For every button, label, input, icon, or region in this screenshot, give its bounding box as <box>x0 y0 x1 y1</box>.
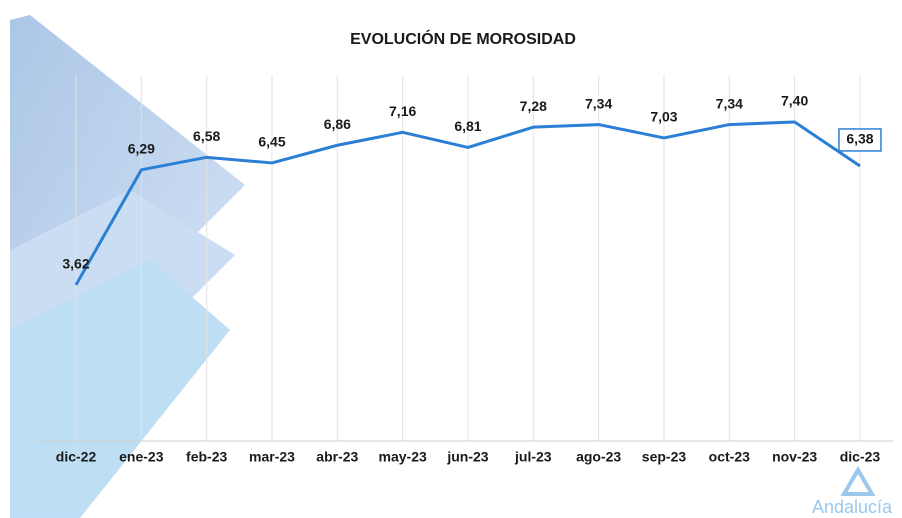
x-tick-label: dic-22 <box>56 449 97 465</box>
line-series <box>74 120 861 286</box>
value-label: 6,29 <box>128 141 155 157</box>
value-label: 7,34 <box>585 95 612 111</box>
value-label: 6,86 <box>324 116 351 132</box>
x-tick-label: jun-23 <box>446 449 488 465</box>
x-tick-label: ene-23 <box>119 449 164 465</box>
value-label: 7,28 <box>520 98 547 114</box>
x-tick-label: feb-23 <box>186 449 227 465</box>
value-label: 7,16 <box>389 103 416 119</box>
value-label: 6,58 <box>193 128 220 144</box>
value-label: 6,38 <box>846 131 873 147</box>
value-label-box <box>838 128 882 152</box>
x-tick-label: sep-23 <box>642 449 687 465</box>
chart-title: EVOLUCIÓN DE MOROSIDAD <box>350 29 576 48</box>
x-tick-label: oct-23 <box>709 449 750 465</box>
x-tick-label: mar-23 <box>249 449 295 465</box>
x-tick-label: may-23 <box>379 449 427 465</box>
value-label: 3,62 <box>62 256 89 272</box>
value-label: 7,03 <box>650 109 677 125</box>
background-decoration <box>10 15 245 518</box>
x-tick-label: abr-23 <box>316 449 358 465</box>
x-tick-label: nov-23 <box>772 449 817 465</box>
value-label: 6,45 <box>258 134 285 150</box>
logo-icon <box>840 466 876 496</box>
value-label: 7,40 <box>781 93 808 109</box>
x-tick-label: ago-23 <box>576 449 621 465</box>
x-tick-label: jul-23 <box>514 449 552 465</box>
x-tick-label: dic-23 <box>840 449 881 465</box>
value-label: 6,81 <box>454 118 481 134</box>
value-label: 7,34 <box>716 95 743 111</box>
logo-text: Andalucía <box>812 497 893 517</box>
